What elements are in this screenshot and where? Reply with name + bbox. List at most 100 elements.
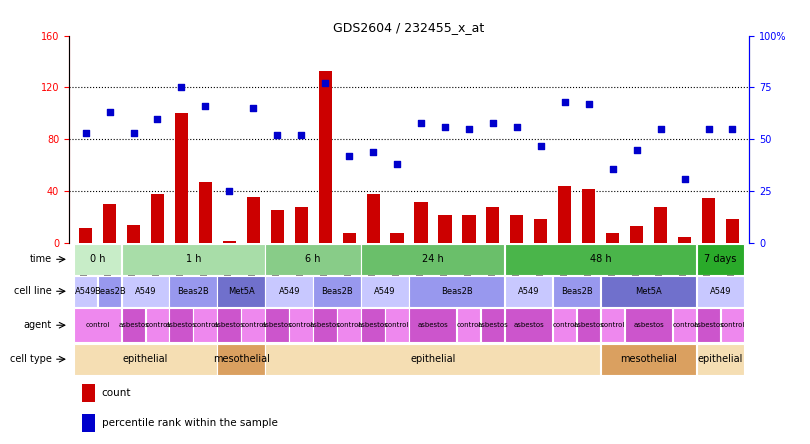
Text: control: control bbox=[457, 322, 481, 328]
Text: control: control bbox=[337, 322, 361, 328]
Text: asbestos: asbestos bbox=[478, 322, 509, 328]
Text: 1 h: 1 h bbox=[185, 254, 201, 264]
Text: control: control bbox=[85, 322, 110, 328]
Point bbox=[487, 119, 500, 127]
Text: asbestos: asbestos bbox=[573, 322, 604, 328]
Bar bbox=[552, 308, 576, 342]
Text: asbestos: asbestos bbox=[309, 322, 340, 328]
Point bbox=[103, 109, 116, 116]
Bar bbox=[535, 218, 548, 243]
Bar bbox=[74, 244, 121, 275]
Point bbox=[127, 130, 140, 137]
Text: asbestos: asbestos bbox=[633, 322, 664, 328]
Bar bbox=[726, 218, 739, 243]
Bar bbox=[122, 244, 265, 275]
Bar bbox=[672, 308, 696, 342]
Bar bbox=[313, 308, 337, 342]
Point bbox=[654, 126, 667, 133]
Bar bbox=[463, 215, 475, 243]
Bar bbox=[343, 233, 356, 243]
Text: Beas2B: Beas2B bbox=[441, 287, 473, 296]
Bar bbox=[601, 276, 696, 307]
Text: control: control bbox=[552, 322, 577, 328]
Bar bbox=[505, 308, 552, 342]
Bar bbox=[198, 182, 212, 243]
Bar bbox=[678, 237, 691, 243]
Bar bbox=[83, 384, 95, 402]
Bar bbox=[505, 276, 552, 307]
Bar bbox=[146, 308, 169, 342]
Bar bbox=[313, 276, 360, 307]
Bar bbox=[601, 344, 696, 375]
Point bbox=[367, 148, 380, 155]
Point bbox=[343, 152, 356, 159]
Text: A549: A549 bbox=[134, 287, 156, 296]
Bar bbox=[654, 207, 667, 243]
Bar bbox=[505, 244, 696, 275]
Bar bbox=[415, 202, 428, 243]
Bar bbox=[486, 207, 500, 243]
Text: asbestos: asbestos bbox=[262, 322, 292, 328]
Bar bbox=[217, 276, 265, 307]
Bar bbox=[295, 207, 308, 243]
Text: A549: A549 bbox=[279, 287, 300, 296]
Point bbox=[535, 142, 548, 149]
Text: percentile rank within the sample: percentile rank within the sample bbox=[101, 418, 277, 428]
Bar bbox=[457, 308, 480, 342]
Point bbox=[630, 146, 643, 153]
Bar bbox=[601, 308, 625, 342]
Bar bbox=[169, 308, 193, 342]
Bar bbox=[74, 276, 97, 307]
Text: asbestos: asbestos bbox=[418, 322, 449, 328]
Text: 6 h: 6 h bbox=[305, 254, 321, 264]
Text: Met5A: Met5A bbox=[635, 287, 662, 296]
Point bbox=[415, 119, 428, 127]
Bar bbox=[79, 228, 92, 243]
Text: asbestos: asbestos bbox=[214, 322, 245, 328]
Text: mesothelial: mesothelial bbox=[213, 354, 270, 364]
Point bbox=[151, 115, 164, 122]
Point bbox=[247, 105, 260, 112]
Bar bbox=[630, 226, 643, 243]
Bar bbox=[409, 308, 457, 342]
Point bbox=[175, 84, 188, 91]
Bar bbox=[74, 308, 121, 342]
Text: A549: A549 bbox=[710, 287, 731, 296]
Text: asbestos: asbestos bbox=[166, 322, 197, 328]
Text: 7 days: 7 days bbox=[705, 254, 736, 264]
Text: control: control bbox=[385, 322, 409, 328]
Bar bbox=[127, 225, 140, 243]
Text: control: control bbox=[194, 322, 218, 328]
Point bbox=[79, 130, 92, 137]
Bar bbox=[606, 233, 620, 243]
Point bbox=[295, 132, 308, 139]
Title: GDS2604 / 232455_x_at: GDS2604 / 232455_x_at bbox=[334, 21, 484, 34]
Point bbox=[438, 123, 451, 131]
Bar bbox=[366, 194, 380, 243]
Bar bbox=[266, 244, 360, 275]
Bar bbox=[558, 186, 571, 243]
Bar bbox=[697, 344, 744, 375]
Bar bbox=[697, 244, 744, 275]
Bar bbox=[97, 276, 121, 307]
Text: time: time bbox=[30, 254, 52, 264]
Bar bbox=[151, 194, 164, 243]
Text: control: control bbox=[289, 322, 313, 328]
Bar bbox=[510, 215, 523, 243]
Text: Beas2B: Beas2B bbox=[322, 287, 353, 296]
Bar bbox=[266, 308, 289, 342]
Point bbox=[678, 175, 691, 182]
Text: A549: A549 bbox=[518, 287, 539, 296]
Text: Met5A: Met5A bbox=[228, 287, 254, 296]
Bar bbox=[83, 414, 95, 432]
Bar bbox=[74, 344, 217, 375]
Text: asbestos: asbestos bbox=[693, 322, 724, 328]
Point bbox=[606, 165, 619, 172]
Text: epithelial: epithelial bbox=[123, 354, 168, 364]
Bar bbox=[122, 276, 169, 307]
Bar bbox=[266, 276, 313, 307]
Bar bbox=[223, 241, 236, 243]
Text: 0 h: 0 h bbox=[90, 254, 105, 264]
Text: control: control bbox=[241, 322, 266, 328]
Bar bbox=[318, 71, 332, 243]
